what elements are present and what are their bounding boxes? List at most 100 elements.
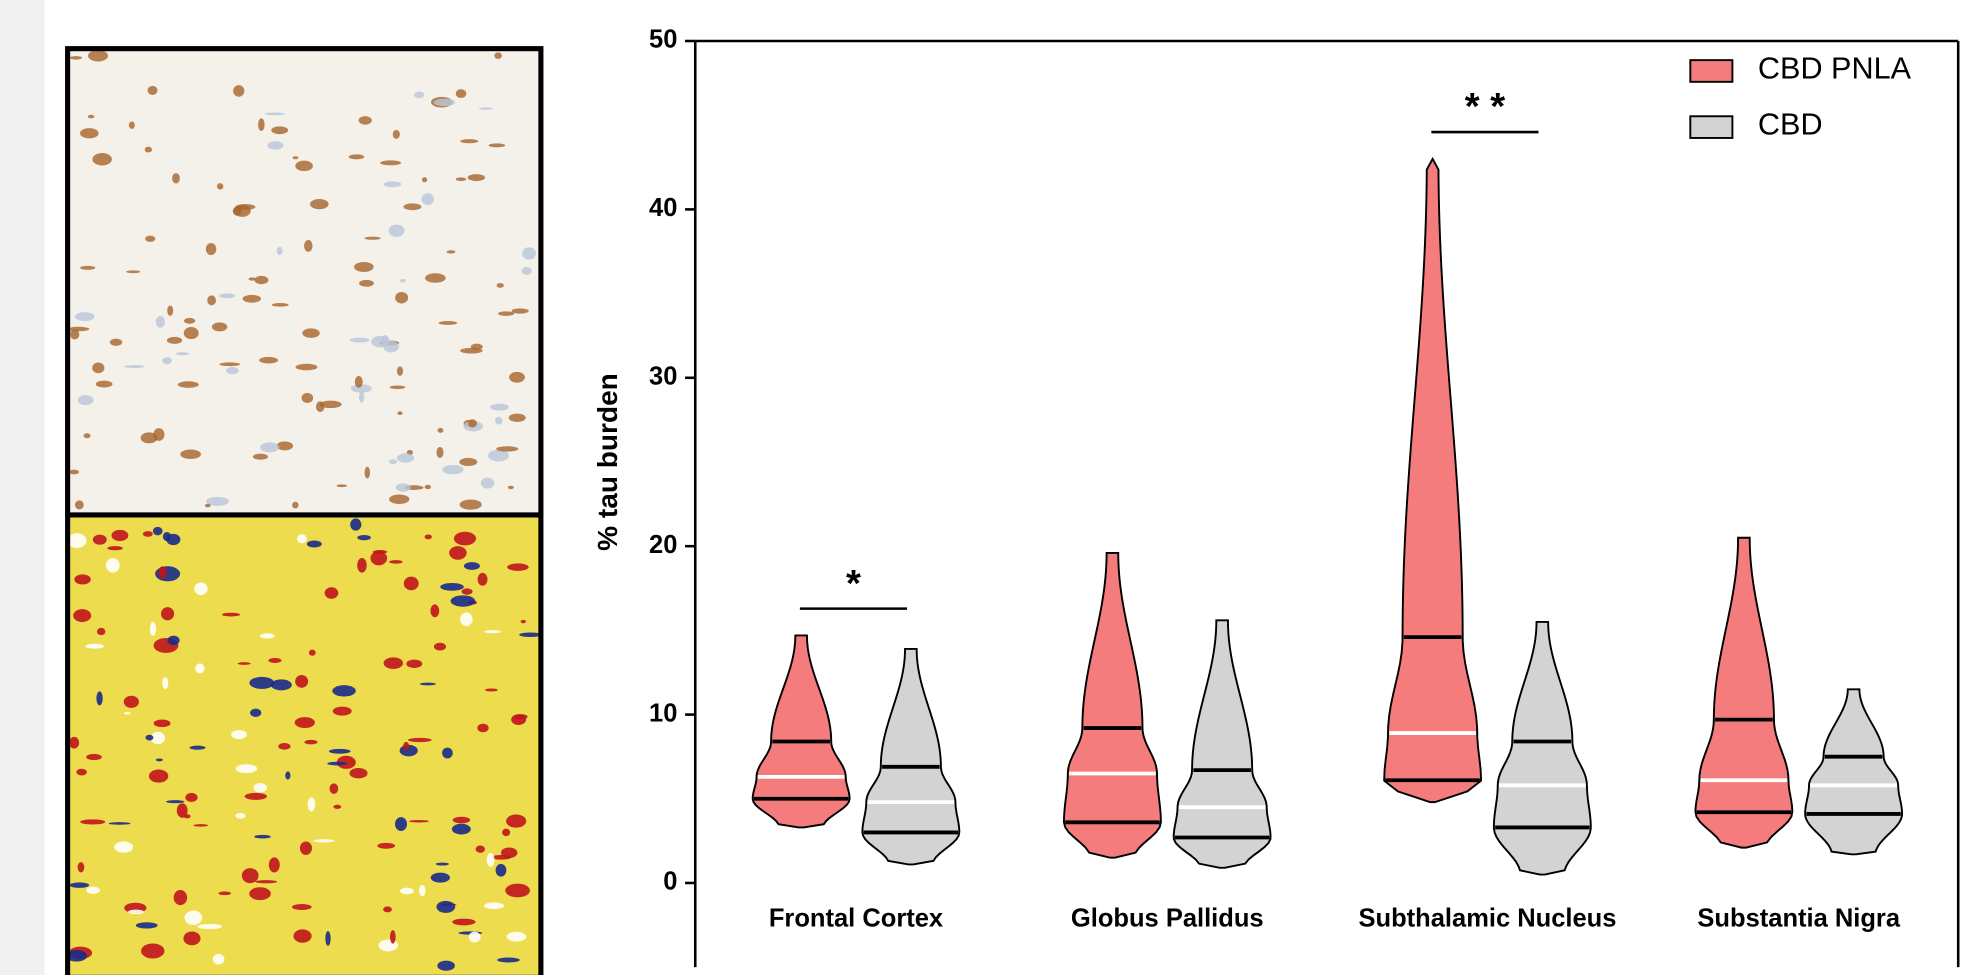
stain-spot [277, 441, 293, 450]
segment-spot [511, 714, 526, 725]
stain-spot [184, 318, 195, 324]
stain-spot [522, 247, 536, 259]
stain-spot [481, 478, 494, 489]
stain-spot [292, 502, 298, 509]
segment-spot [292, 904, 312, 910]
x-tick-label: Substantia Nigra [1697, 905, 1900, 933]
segment-spot [219, 891, 231, 895]
segment-spot [162, 677, 168, 689]
segment-spot [454, 532, 476, 546]
stain-spot [88, 50, 108, 61]
stain-spot [522, 267, 532, 275]
stain-spot [316, 401, 324, 412]
segment-spot [167, 636, 179, 646]
segment-spot [295, 717, 315, 728]
legend-label: CBD [1758, 108, 1823, 142]
segment-spot [403, 742, 409, 750]
x-tick-label: Frontal Cortex [769, 905, 943, 933]
stain-spot [468, 174, 485, 181]
stain-spot [365, 467, 370, 479]
stain-spot [302, 328, 319, 338]
stain-spot [271, 126, 288, 134]
segment-spot [269, 857, 280, 872]
segment-spot [377, 843, 395, 849]
stain-spot [295, 161, 313, 171]
segment-spot [332, 685, 356, 696]
stain-spot [184, 327, 199, 339]
stain-spot [249, 277, 256, 280]
stain-spot [490, 404, 509, 411]
segment-spot [325, 587, 339, 598]
segment-spot [453, 817, 471, 824]
stain-spot [359, 280, 374, 287]
stain-spot [337, 484, 348, 487]
segment-spot [184, 911, 202, 925]
stain-spot [258, 118, 264, 131]
micrographs [66, 49, 542, 975]
segment-spot [250, 709, 261, 717]
stain-spot [217, 183, 223, 189]
segment-spot [389, 560, 403, 564]
stain-spot [292, 156, 298, 159]
stain-spot [512, 308, 529, 313]
stain-spot [436, 447, 443, 458]
stain-spot [124, 365, 145, 368]
stain-spot [359, 116, 372, 125]
segment-spot [404, 577, 419, 591]
segment-spot [80, 819, 105, 824]
stain-spot [219, 362, 240, 366]
stain-spot [219, 293, 235, 298]
segment-spot [67, 533, 86, 548]
stain-spot [272, 303, 289, 307]
segment-spot [409, 820, 429, 823]
segment-spot [76, 769, 87, 776]
stain-spot [456, 89, 467, 98]
segment-spot [114, 842, 133, 853]
segment-spot [325, 931, 330, 946]
segment-spot [476, 846, 485, 853]
stain-spot [172, 173, 180, 183]
segment-spot [245, 793, 267, 800]
segment-spot [390, 930, 396, 944]
y-tick-label: 30 [649, 363, 677, 391]
stain-spot [381, 335, 389, 347]
stain-spot [390, 386, 406, 390]
segment-spot [249, 887, 271, 900]
y-tick-label: 0 [663, 868, 677, 896]
segment-spot [485, 688, 498, 691]
segment-spot [86, 754, 102, 760]
stain-spot [110, 339, 122, 346]
stain-spot [350, 338, 370, 343]
segment-spot [350, 518, 361, 530]
legend-swatch [1690, 116, 1732, 138]
legend-swatch [1690, 60, 1732, 82]
figure: % tau burden 01020304050Frontal CortexGl… [0, 0, 1985, 975]
stain-spot [78, 395, 94, 405]
stain-spot [180, 450, 201, 459]
segment-spot [430, 604, 439, 617]
segment-spot [308, 797, 316, 811]
segment-spot [384, 657, 403, 669]
stain-spot [442, 465, 463, 475]
stain-spot [296, 364, 318, 371]
segment-spot [255, 880, 277, 883]
segment-spot [349, 768, 367, 778]
legend-label: CBD PNLA [1758, 51, 1912, 85]
stain-spot [145, 236, 155, 242]
segment-spot [70, 882, 90, 887]
stain-spot [92, 363, 104, 374]
segment-spot [278, 743, 290, 750]
segment-spot [161, 607, 174, 620]
segment-spot [408, 738, 432, 742]
stain-spot [403, 203, 421, 210]
stain-spot [253, 454, 268, 460]
stain-spot [212, 322, 227, 331]
stain-spot [460, 348, 483, 354]
stain-spot [389, 225, 405, 237]
stain-spot [380, 160, 401, 165]
segment-spot [293, 929, 311, 942]
segment-spot [497, 958, 520, 963]
x-tick-label: Globus Pallidus [1071, 905, 1264, 933]
segment-spot [506, 814, 526, 827]
segment-spot [420, 683, 436, 686]
